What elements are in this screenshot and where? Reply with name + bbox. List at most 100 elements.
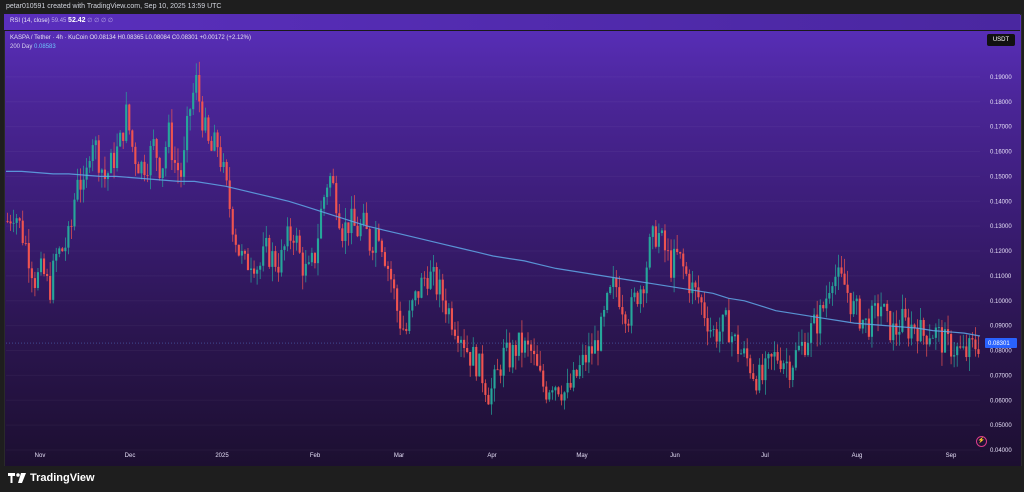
candle-body: [599, 316, 603, 351]
clock-icon[interactable]: ⚡: [976, 436, 987, 447]
candle-body: [755, 378, 758, 391]
candle-body: [578, 365, 581, 377]
candle-body: [603, 309, 606, 317]
candle-body: [892, 323, 895, 341]
candle-body: [265, 237, 268, 247]
candle-body: [259, 265, 262, 270]
candle-body: [459, 339, 463, 343]
candle-body: [834, 276, 837, 287]
currency-badge[interactable]: USDT: [987, 34, 1015, 46]
candle-body: [971, 338, 974, 340]
candle-body: [310, 252, 313, 263]
candle-body: [362, 212, 365, 225]
candle-body: [673, 248, 676, 278]
symbol-ohlc-line: KASPA / Tether · 4h · KuCoin O0.08134 H0…: [10, 35, 251, 41]
y-tick-label: 0.04000: [990, 448, 1012, 454]
y-tick-label: 0.05000: [990, 423, 1012, 429]
candle-body: [64, 247, 67, 252]
candle-body: [371, 250, 374, 253]
candle-body: [207, 117, 210, 141]
candle-body: [730, 336, 733, 343]
tradingview-logo[interactable]: TradingView: [8, 472, 95, 484]
candle-body: [663, 230, 667, 251]
candle-body: [788, 361, 791, 381]
candle-body: [289, 226, 292, 241]
candle-body: [925, 335, 928, 345]
candle-body: [493, 369, 496, 389]
rsi-pane[interactable]: [4, 14, 1020, 31]
share-caption: petar010591 created with TradingView.com…: [0, 0, 1024, 14]
candle-body: [377, 228, 380, 241]
candle-body: [164, 147, 167, 169]
x-tick-label: Nov: [35, 453, 46, 459]
candle-body: [30, 268, 33, 279]
candle-body: [813, 314, 816, 324]
candle-body: [682, 253, 685, 267]
last-price-tag: [985, 338, 1017, 349]
candle-body: [800, 341, 804, 346]
candle-body: [959, 346, 962, 348]
candle-body: [97, 140, 100, 173]
candle-body: [940, 327, 944, 353]
candle-body: [703, 302, 706, 319]
candle-body: [846, 284, 849, 293]
candle-body: [910, 324, 913, 339]
candle-body: [158, 157, 161, 179]
y-tick-label: 0.08000: [990, 349, 1012, 355]
candle-body: [179, 170, 183, 177]
rsi-icons: ∅ ∅ ∅ ∅: [87, 18, 114, 24]
y-tick-label: 0.09000: [990, 324, 1012, 330]
tradingview-mark-icon: [8, 473, 26, 483]
candle-body: [609, 286, 612, 294]
candle-body: [569, 382, 572, 388]
candle-body: [764, 358, 767, 381]
candle-body: [721, 314, 724, 332]
candle-body: [870, 305, 874, 337]
candle-body: [791, 367, 794, 381]
candle-body: [660, 230, 663, 234]
candle-body: [472, 346, 475, 366]
candle-body: [411, 300, 414, 311]
candle-body: [810, 323, 813, 343]
candle-body: [134, 146, 137, 165]
candle-body: [420, 277, 423, 298]
candle-body: [12, 222, 15, 224]
candle-body: [316, 238, 320, 264]
candle-body: [554, 387, 557, 391]
candle-body: [502, 347, 505, 376]
candle-body: [724, 310, 727, 315]
candle-body: [922, 319, 925, 336]
candle-body: [21, 220, 24, 244]
candle-body: [645, 267, 648, 294]
candle-body: [536, 354, 539, 366]
candle-body: [277, 266, 280, 273]
candle-body: [319, 208, 323, 239]
candle-body: [52, 260, 55, 300]
x-tick-label: Jun: [670, 453, 680, 459]
candle-body: [849, 292, 852, 315]
candle-body: [249, 268, 253, 270]
brand-name: TradingView: [30, 472, 95, 484]
last-price-label: 0.08301: [988, 341, 1010, 347]
candle-body: [572, 369, 575, 388]
candle-body: [280, 249, 283, 273]
candle-body: [615, 278, 618, 288]
candle-body: [700, 297, 703, 303]
candle-body: [119, 132, 122, 147]
candle-body: [27, 243, 30, 269]
candle-body: [341, 228, 344, 241]
candle-body: [386, 265, 390, 269]
candle-body: [587, 346, 590, 363]
candle-body: [785, 361, 788, 364]
candle-body: [198, 74, 201, 102]
candle-body: [843, 273, 846, 285]
symbol-legend: KASPA / Tether · 4h · KuCoin O0.08134 H0…: [10, 34, 251, 52]
candle-body: [262, 246, 265, 266]
candle-body: [149, 145, 152, 176]
candle-body: [825, 298, 828, 309]
candle-body: [338, 213, 341, 229]
candle-body: [137, 164, 140, 174]
candle-body: [819, 305, 822, 334]
candle-body: [444, 300, 447, 315]
candle-body: [596, 340, 600, 351]
